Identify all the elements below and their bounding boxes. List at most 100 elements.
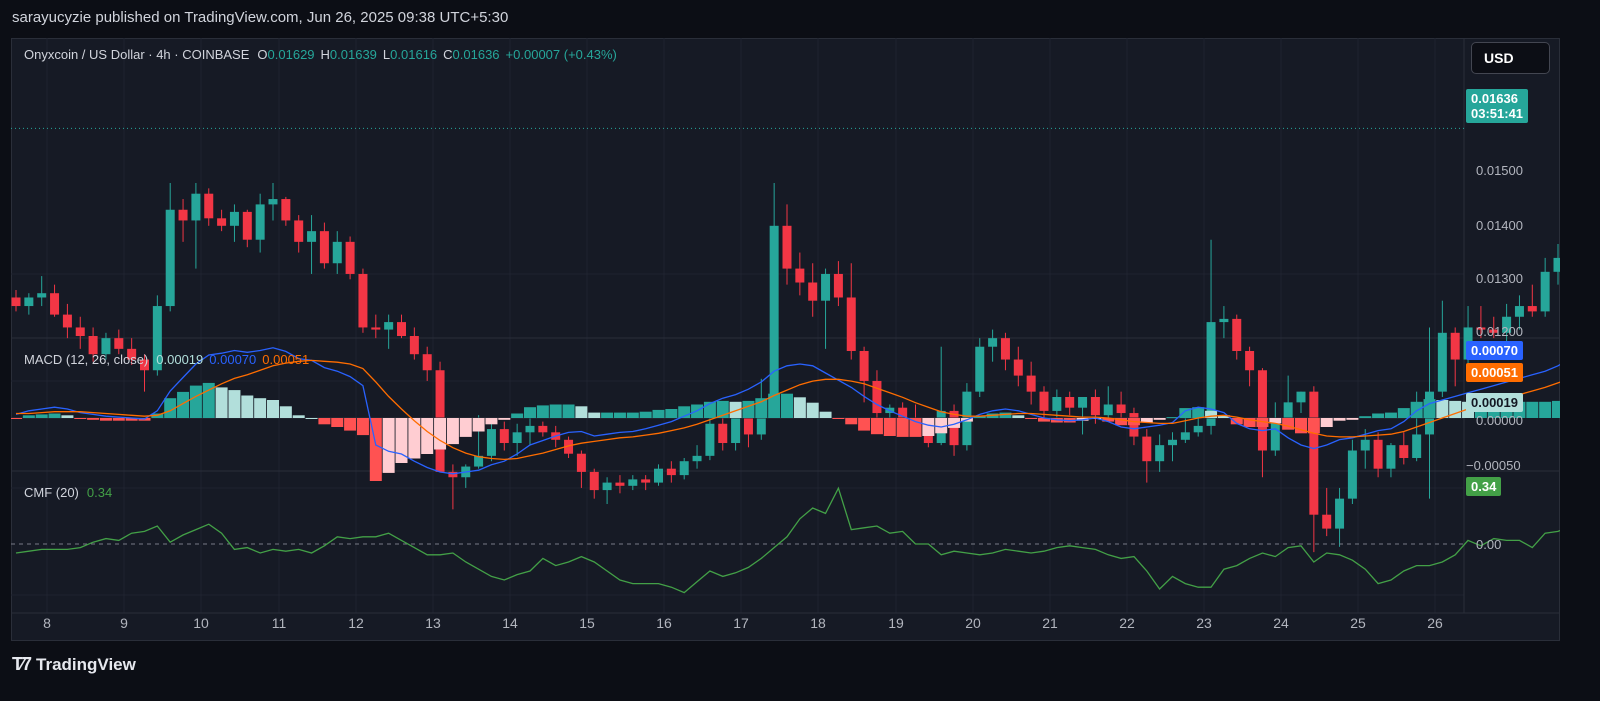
cmf-line <box>15 486 1560 594</box>
macd-signal-value: 0.00051 <box>262 352 310 367</box>
candle-body <box>1489 329 1499 333</box>
symbol-title[interactable]: Onyxcoin / US Dollar · 4h · COINBASE <box>24 47 250 62</box>
macd-hist-bar <box>485 418 498 425</box>
candle-body <box>255 204 265 240</box>
candle-body <box>525 425 535 433</box>
candle-body <box>37 293 47 298</box>
candle-body <box>1000 338 1010 360</box>
macd-hist-bar <box>1269 418 1282 424</box>
macd-hist-bar <box>678 406 691 418</box>
macd-hist-bar <box>434 418 447 450</box>
candle-body <box>1450 332 1460 360</box>
candle-body <box>319 231 329 264</box>
candle-body <box>576 453 586 472</box>
candle-body <box>75 327 85 337</box>
close-value: 0.01636 <box>452 47 500 62</box>
macd-hist-value: 0.00019 <box>156 352 204 367</box>
macd-hist-bar <box>1410 401 1423 418</box>
candle-body <box>24 297 34 307</box>
tradingview-brand[interactable]: T⁄7 TradingView <box>12 654 136 675</box>
candle-body <box>1245 350 1255 371</box>
chart-frame <box>11 38 1560 641</box>
candle-body <box>1360 439 1370 451</box>
candle-body <box>371 327 381 330</box>
last-price-tag: 0.01636 03:51:41 <box>1466 89 1529 123</box>
macd-hist-bar <box>267 400 279 418</box>
macd-hist-bar <box>382 418 395 473</box>
time-axis-label: 14 <box>502 615 518 631</box>
candle-body <box>859 350 869 381</box>
candle-body <box>217 218 227 226</box>
macd-hist-bar <box>562 404 575 418</box>
macd-hist-bar <box>74 418 87 419</box>
macd-hist-bar <box>254 398 267 418</box>
candle-body <box>1476 327 1486 330</box>
time-axis-label: 18 <box>810 615 826 631</box>
macd-hist-bar <box>1205 410 1218 418</box>
macd-hist-bar <box>999 412 1012 418</box>
candle-body <box>1309 391 1319 515</box>
candle-body <box>589 471 599 491</box>
cmf-value: 0.34 <box>86 485 113 500</box>
grid <box>11 38 1464 613</box>
candle-body <box>1386 445 1396 469</box>
chart-canvas[interactable] <box>11 38 1560 641</box>
last-price: 0.01636 <box>1471 91 1518 106</box>
macd-hist-bar <box>832 418 845 419</box>
macd-hist-bar <box>472 418 485 432</box>
candle-body <box>615 482 625 486</box>
candle-body <box>140 359 149 371</box>
candle-body <box>1283 402 1293 419</box>
macd-hist-bar <box>99 418 112 421</box>
candle-body <box>718 423 728 444</box>
candle-body <box>50 293 60 315</box>
candle-body <box>692 455 702 462</box>
macd-hist-bar <box>1256 418 1269 427</box>
macd-hist-bar <box>446 418 459 445</box>
candle-body <box>268 199 278 205</box>
candle-body <box>127 348 137 360</box>
macd-hist-bar <box>575 406 588 418</box>
macd-hist-bar <box>511 413 524 418</box>
tradingview-logo-icon: T⁄7 <box>12 654 32 674</box>
candle-body <box>666 468 676 476</box>
time-axis-label: 25 <box>1350 615 1366 631</box>
candle-body <box>705 423 715 456</box>
cmf-title[interactable]: CMF (20) <box>24 485 79 500</box>
candle-body <box>345 241 355 274</box>
candle-body <box>808 282 818 301</box>
time-axis-label: 24 <box>1273 615 1289 631</box>
macd-hist-bar <box>1153 418 1166 420</box>
time-axis-label: 12 <box>348 615 364 631</box>
candle-body <box>409 336 419 355</box>
time-axis-label: 15 <box>579 615 595 631</box>
candle-body <box>191 193 201 221</box>
price-tick-label: 0.01300 <box>1476 271 1523 286</box>
macd-hist-bar <box>305 418 318 419</box>
macd-hist-bar <box>819 411 832 418</box>
candle-body <box>1219 318 1229 323</box>
candle-body <box>949 410 959 446</box>
macd-hist-bar <box>1243 418 1256 427</box>
macd-line-tag: 0.00070 <box>1466 341 1523 360</box>
currency-button[interactable]: USD <box>1471 42 1550 74</box>
close-label: C <box>443 47 453 62</box>
macd-hist-bar <box>896 418 909 437</box>
macd-hist-bar <box>1436 400 1449 418</box>
macd-hist-bar <box>241 395 254 418</box>
time-axis-label: 20 <box>965 615 981 631</box>
macd-hist-bar <box>318 418 331 425</box>
macd-hist-bar <box>524 407 536 418</box>
candle-body <box>178 209 188 221</box>
candle-body <box>872 380 882 414</box>
macd-hist-bar <box>1397 408 1410 418</box>
macd-hist-bar <box>1307 418 1320 434</box>
macd-hist-bar <box>1038 418 1050 422</box>
macd-hist-bar <box>806 402 819 418</box>
time-axis-label: 16 <box>656 615 672 631</box>
candle-body <box>679 461 689 476</box>
candle-body <box>1373 439 1383 469</box>
macd-title[interactable]: MACD (12, 26, close) <box>24 352 149 367</box>
candle-body <box>1514 306 1524 317</box>
macd-hist-bar <box>883 418 896 436</box>
